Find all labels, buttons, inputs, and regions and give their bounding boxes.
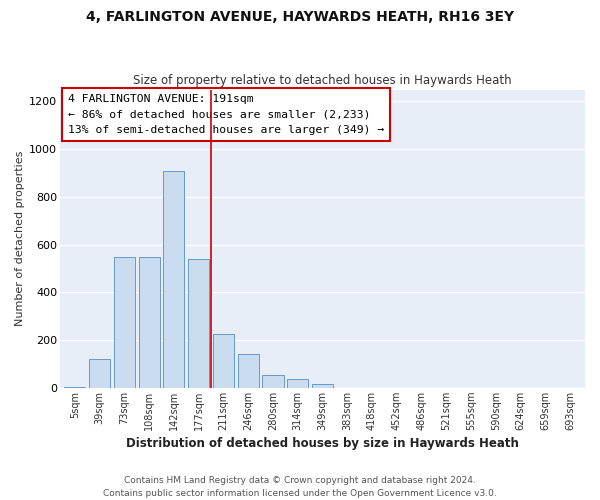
Bar bbox=[64, 386, 85, 388]
Text: 4, FARLINGTON AVENUE, HAYWARDS HEATH, RH16 3EY: 4, FARLINGTON AVENUE, HAYWARDS HEATH, RH… bbox=[86, 10, 514, 24]
Bar bbox=[163, 170, 184, 388]
Bar bbox=[213, 334, 234, 388]
Bar bbox=[89, 359, 110, 388]
Text: Contains HM Land Registry data © Crown copyright and database right 2024.
Contai: Contains HM Land Registry data © Crown c… bbox=[103, 476, 497, 498]
Bar bbox=[312, 384, 333, 388]
Bar bbox=[114, 256, 135, 388]
Bar bbox=[238, 354, 259, 388]
Bar bbox=[262, 374, 284, 388]
Bar bbox=[139, 256, 160, 388]
Bar bbox=[188, 259, 209, 388]
Y-axis label: Number of detached properties: Number of detached properties bbox=[15, 151, 25, 326]
Title: Size of property relative to detached houses in Haywards Heath: Size of property relative to detached ho… bbox=[133, 74, 512, 87]
X-axis label: Distribution of detached houses by size in Haywards Heath: Distribution of detached houses by size … bbox=[126, 437, 519, 450]
Text: 4 FARLINGTON AVENUE: 191sqm
← 86% of detached houses are smaller (2,233)
13% of : 4 FARLINGTON AVENUE: 191sqm ← 86% of det… bbox=[68, 94, 384, 135]
Bar bbox=[287, 380, 308, 388]
